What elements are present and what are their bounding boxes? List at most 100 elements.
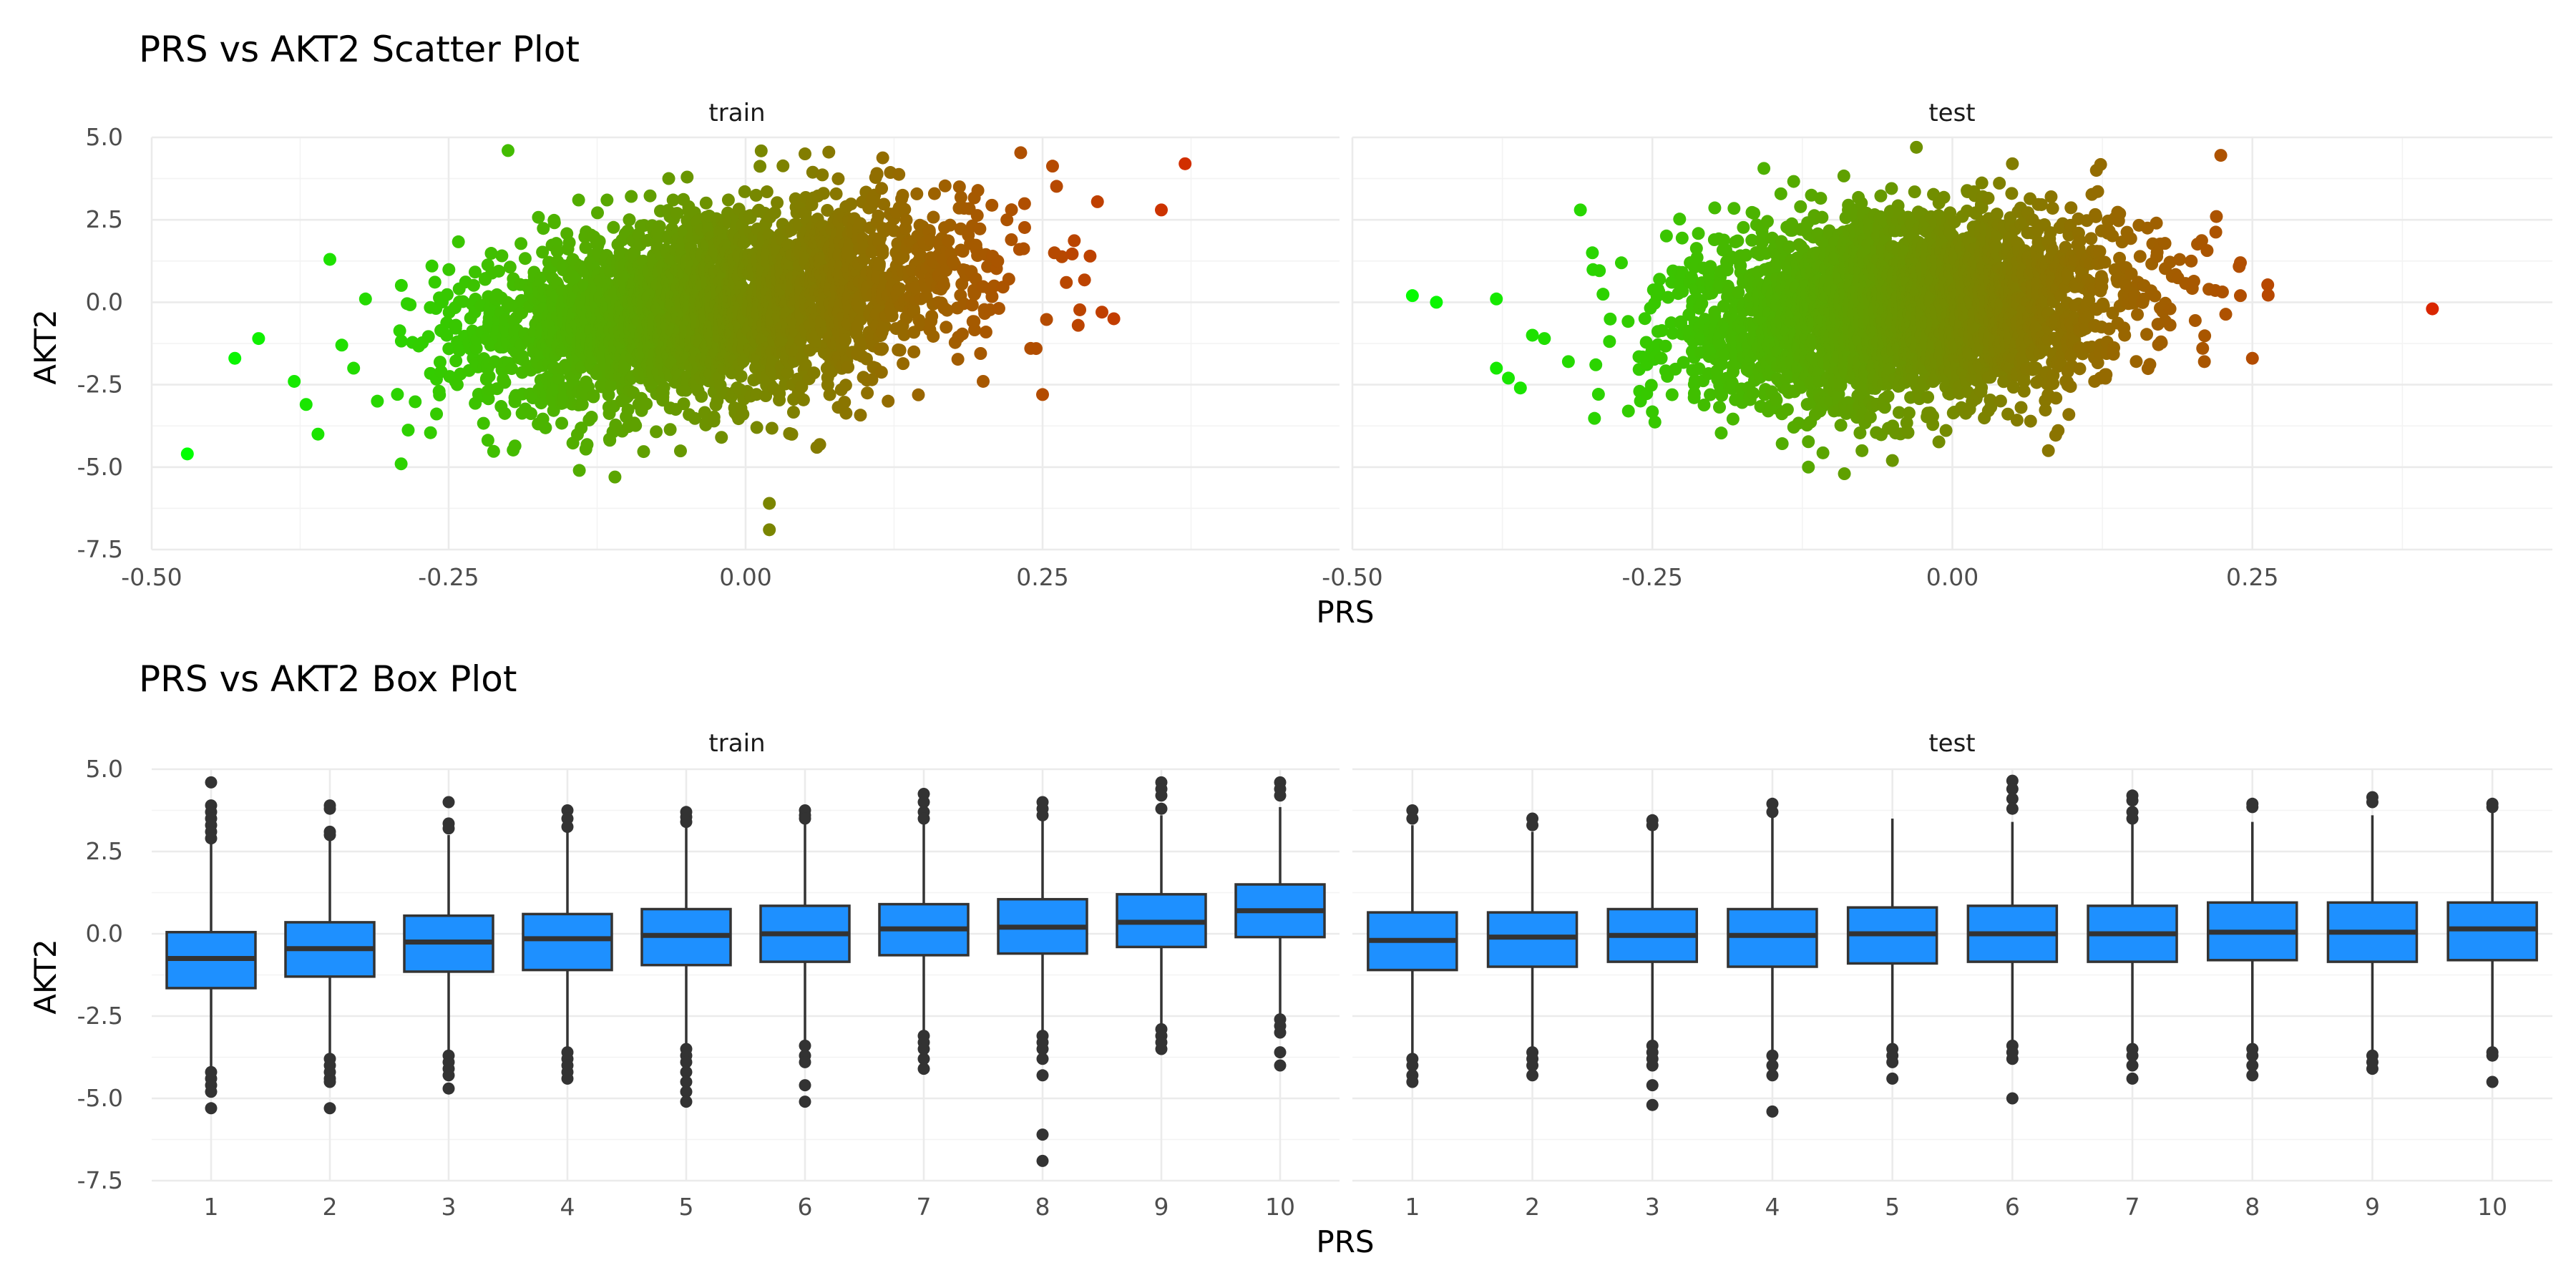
scatter-panel-train: train -0.50 -0.25 0.00 0.25 bbox=[121, 99, 1340, 591]
scatter-point bbox=[421, 330, 435, 343]
scatter-point bbox=[580, 438, 594, 452]
scatter-point bbox=[585, 411, 598, 424]
scatter-point bbox=[1654, 351, 1668, 365]
scatter-point bbox=[816, 168, 829, 182]
scatter-point bbox=[1078, 273, 1091, 287]
scatter-point bbox=[1179, 157, 1192, 170]
scatter-point bbox=[898, 203, 912, 216]
scatter-point bbox=[600, 193, 614, 207]
scatter-point bbox=[896, 188, 909, 202]
scatter-train-points bbox=[180, 144, 1192, 537]
scatter-point bbox=[1653, 273, 1667, 286]
scatter-point bbox=[1760, 215, 1774, 228]
scatter-point bbox=[1091, 195, 1104, 208]
scatter-point bbox=[1816, 446, 1830, 459]
scatter-point bbox=[940, 321, 953, 334]
scatter-point bbox=[1901, 426, 1915, 439]
scatter-point bbox=[424, 426, 437, 439]
scatter-point bbox=[524, 407, 537, 421]
scatter-point bbox=[753, 160, 767, 173]
scatter-point bbox=[393, 324, 406, 338]
scatter-point bbox=[807, 366, 821, 380]
scatter-point bbox=[452, 235, 465, 248]
scatter-point bbox=[1863, 410, 1877, 424]
scatter-point bbox=[1083, 249, 1097, 263]
scatter-point bbox=[749, 188, 763, 202]
scatter-point bbox=[1774, 187, 1787, 200]
scatter-point bbox=[623, 213, 636, 227]
scatter-point bbox=[591, 206, 605, 220]
scatter-point bbox=[927, 210, 940, 224]
scatter-point bbox=[829, 187, 843, 200]
scatter-point bbox=[839, 333, 852, 347]
scatter-point bbox=[442, 263, 456, 276]
scatter-point bbox=[1045, 160, 1059, 173]
scatter-point bbox=[514, 237, 528, 250]
scatter-plot: PRS vs AKT2 Scatter Plot train -0.50 -0.2… bbox=[28, 29, 2552, 630]
scatter-point bbox=[1770, 394, 1783, 407]
scatter-point bbox=[433, 388, 447, 401]
scatter-point bbox=[870, 167, 884, 181]
scatter-point bbox=[1708, 201, 1722, 215]
scatter-point bbox=[893, 343, 907, 357]
scatter-point bbox=[1068, 234, 1081, 248]
scatter-point bbox=[1096, 306, 1108, 319]
scatter-point bbox=[831, 172, 845, 185]
scatter-point bbox=[927, 187, 941, 200]
scatter-point bbox=[425, 259, 439, 273]
scatter-point bbox=[1603, 335, 1616, 348]
scatter-point bbox=[547, 216, 561, 230]
scatter-point bbox=[539, 421, 552, 434]
scatter-point bbox=[1648, 415, 1662, 429]
scatter-point bbox=[1071, 318, 1085, 332]
scatter-plot-title: PRS vs AKT2 Scatter Plot bbox=[139, 29, 580, 70]
scatter-point bbox=[311, 427, 325, 441]
scatter-point bbox=[1665, 388, 1679, 401]
scatter-point bbox=[754, 144, 768, 157]
scatter-point bbox=[1874, 189, 1888, 203]
scatter-point bbox=[763, 497, 776, 510]
scatter-point bbox=[1589, 358, 1603, 371]
scatter-point bbox=[1036, 388, 1049, 401]
scatter-point bbox=[495, 249, 509, 263]
scatter-point bbox=[673, 444, 687, 458]
scatter-point bbox=[1855, 444, 1869, 457]
scatter-point bbox=[1675, 231, 1689, 245]
scatter-point bbox=[776, 159, 790, 172]
scatter-point bbox=[734, 369, 748, 383]
scatter-point bbox=[358, 292, 372, 306]
scatter-point bbox=[750, 421, 763, 434]
scatter-point bbox=[440, 288, 454, 301]
scatter-point bbox=[252, 332, 265, 346]
scatter-point bbox=[643, 189, 657, 203]
scatter-point bbox=[738, 185, 751, 198]
scatter-point bbox=[1687, 386, 1701, 400]
scatter-point bbox=[1659, 339, 1672, 353]
scatter-point bbox=[391, 388, 404, 401]
scatter-point bbox=[876, 247, 889, 260]
scatter-point bbox=[662, 172, 675, 185]
scatter-point bbox=[1775, 437, 1789, 451]
scatter-point bbox=[1714, 426, 1728, 440]
scatter-point bbox=[428, 275, 441, 289]
scatter-point bbox=[992, 302, 1005, 316]
scatter-point bbox=[587, 389, 600, 402]
scatter-point bbox=[608, 470, 622, 484]
scatter-point bbox=[1073, 303, 1087, 316]
scatter-point bbox=[1659, 229, 1673, 243]
x-tick-label: 0.25 bbox=[1016, 563, 1068, 591]
scatter-point bbox=[1024, 341, 1038, 355]
scatter-point bbox=[1000, 213, 1014, 227]
scatter-point bbox=[1834, 419, 1848, 432]
scatter-point bbox=[882, 394, 895, 408]
scatter-point bbox=[985, 290, 999, 303]
scatter-point bbox=[498, 376, 512, 389]
scatter-point bbox=[409, 395, 422, 409]
scatter-point bbox=[1604, 312, 1617, 326]
scatter-point bbox=[452, 343, 466, 357]
scatter-point bbox=[1596, 288, 1610, 301]
scatter-point bbox=[927, 329, 940, 343]
scatter-point bbox=[796, 393, 810, 406]
scatter-point bbox=[1737, 220, 1750, 234]
